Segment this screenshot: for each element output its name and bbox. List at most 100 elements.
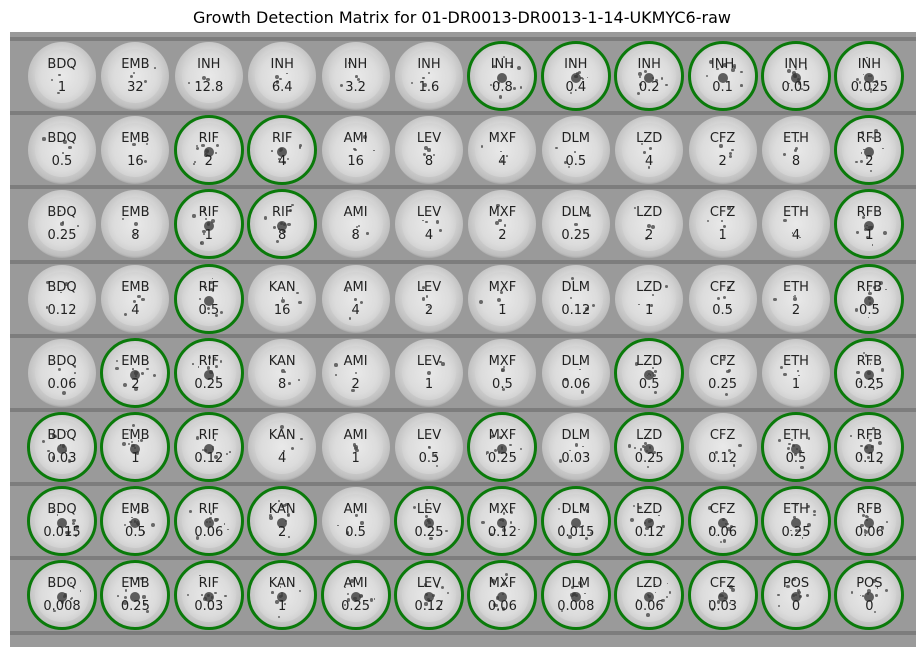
well: BDQ 0.06 bbox=[28, 338, 96, 407]
growth-ring bbox=[394, 486, 464, 557]
well: LEV 4 bbox=[395, 190, 463, 259]
speckle bbox=[501, 160, 503, 162]
speckle bbox=[422, 286, 426, 290]
concentration-label: 0.5 bbox=[712, 302, 733, 318]
speckle bbox=[132, 142, 136, 147]
speckle bbox=[773, 297, 777, 302]
speckle bbox=[641, 142, 644, 145]
drug-label: DLM bbox=[561, 428, 591, 443]
speckle bbox=[500, 150, 503, 153]
concentration-label: 16 bbox=[347, 154, 364, 170]
speckle bbox=[77, 224, 80, 227]
speckle bbox=[146, 142, 149, 145]
speckle bbox=[60, 222, 64, 227]
speckle bbox=[130, 154, 133, 157]
speckle bbox=[295, 291, 299, 295]
growth-ring bbox=[467, 412, 538, 482]
speckle bbox=[651, 225, 655, 229]
speckle bbox=[280, 369, 285, 374]
concentration-label: 4 bbox=[645, 154, 654, 170]
well: BDQ 0.25 bbox=[28, 190, 96, 259]
speckle bbox=[722, 224, 727, 229]
growth-ring bbox=[467, 41, 538, 111]
speckle bbox=[123, 313, 127, 317]
speckle bbox=[57, 91, 60, 95]
growth-ring bbox=[173, 263, 244, 334]
well-interior bbox=[769, 345, 823, 400]
speckle bbox=[647, 166, 651, 169]
drug-label: LEV bbox=[416, 428, 442, 443]
speckle bbox=[348, 317, 352, 321]
speckle bbox=[434, 454, 437, 458]
plate-grid-bar bbox=[10, 36, 916, 41]
speckle bbox=[439, 229, 443, 233]
growth-ring bbox=[834, 115, 905, 186]
growth-ring bbox=[834, 486, 905, 557]
speckle bbox=[133, 300, 136, 304]
speckle bbox=[738, 443, 743, 448]
speckle bbox=[715, 450, 718, 454]
speckle bbox=[286, 72, 288, 75]
concentration-label: 8 bbox=[791, 154, 801, 170]
speckle bbox=[345, 289, 348, 292]
growth-ring bbox=[247, 189, 318, 260]
well: INH 1.6 bbox=[395, 42, 463, 110]
growth-ring bbox=[834, 41, 905, 111]
speckle bbox=[585, 211, 589, 215]
growth-ring bbox=[761, 486, 831, 557]
speckle bbox=[644, 237, 649, 241]
concentration-label: 1 bbox=[791, 376, 801, 392]
speckle bbox=[647, 223, 652, 228]
speckle bbox=[122, 217, 125, 221]
growth-ring bbox=[173, 486, 244, 557]
speckle bbox=[727, 449, 731, 453]
concentration-label: 16 bbox=[127, 154, 144, 170]
speckle bbox=[61, 390, 66, 395]
well: INH 6.4 bbox=[248, 42, 317, 110]
well-interior bbox=[475, 123, 530, 178]
growth-ring bbox=[834, 412, 905, 482]
concentration-label: 0.5 bbox=[492, 376, 513, 392]
speckle bbox=[133, 222, 138, 227]
growth-ring bbox=[540, 486, 611, 557]
plate-grid-bar bbox=[10, 259, 916, 264]
speckle bbox=[479, 299, 484, 304]
growth-ring bbox=[27, 486, 97, 557]
speckle bbox=[496, 203, 500, 208]
concentration-label: 1 bbox=[351, 451, 360, 466]
speckle bbox=[42, 137, 46, 141]
well: BDQ 0.12 bbox=[28, 264, 96, 333]
growth-ring bbox=[173, 189, 244, 260]
speckle bbox=[188, 82, 190, 85]
speckle bbox=[503, 303, 505, 306]
growth-ring bbox=[687, 560, 758, 631]
concentration-label: 0.5 bbox=[345, 525, 366, 541]
speckle bbox=[435, 220, 440, 224]
speckle bbox=[422, 76, 425, 80]
speckle bbox=[580, 390, 585, 395]
plate-grid-bar bbox=[10, 556, 916, 561]
concentration-label: 2 bbox=[791, 302, 801, 318]
speckle bbox=[70, 66, 73, 68]
well: AMI 2 bbox=[321, 338, 390, 407]
speckle bbox=[783, 218, 788, 223]
well: DLM 0.25 bbox=[541, 190, 610, 259]
growth-ring bbox=[614, 412, 685, 482]
speckle bbox=[649, 147, 653, 150]
well-interior bbox=[695, 345, 750, 400]
speckle bbox=[651, 294, 654, 296]
concentration-label: 0.12 bbox=[561, 302, 591, 318]
speckle bbox=[797, 140, 799, 142]
speckle bbox=[353, 148, 356, 151]
drug-label: EMB bbox=[121, 205, 150, 221]
drug-label: MXF bbox=[488, 353, 517, 369]
growth-ring bbox=[834, 560, 905, 631]
speckle bbox=[728, 154, 733, 158]
speckle bbox=[791, 232, 794, 235]
speckle bbox=[428, 305, 431, 308]
speckle bbox=[354, 371, 357, 375]
well-interior bbox=[402, 197, 456, 252]
speckle bbox=[298, 300, 303, 305]
well: ETH 1 bbox=[762, 338, 830, 407]
drug-label: DLM bbox=[561, 205, 591, 221]
